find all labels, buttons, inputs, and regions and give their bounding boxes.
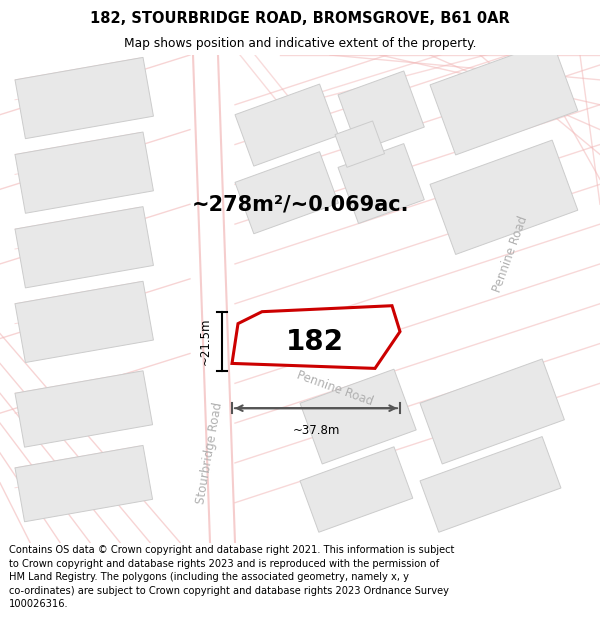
Polygon shape <box>232 306 400 368</box>
Polygon shape <box>15 132 154 213</box>
Text: Stourbridge Road: Stourbridge Road <box>194 401 226 505</box>
Text: ~278m²/~0.069ac.: ~278m²/~0.069ac. <box>191 194 409 214</box>
Polygon shape <box>235 84 338 166</box>
Polygon shape <box>338 144 424 224</box>
Polygon shape <box>335 121 385 168</box>
Polygon shape <box>300 369 416 464</box>
Text: ~21.5m: ~21.5m <box>199 318 212 365</box>
Polygon shape <box>235 152 338 234</box>
Text: Contains OS data © Crown copyright and database right 2021. This information is : Contains OS data © Crown copyright and d… <box>9 545 454 609</box>
Text: ~37.8m: ~37.8m <box>292 424 340 437</box>
Polygon shape <box>300 447 413 532</box>
Text: 182, STOURBRIDGE ROAD, BROMSGROVE, B61 0AR: 182, STOURBRIDGE ROAD, BROMSGROVE, B61 0… <box>90 11 510 26</box>
Text: Map shows position and indicative extent of the property.: Map shows position and indicative extent… <box>124 38 476 51</box>
Text: 182: 182 <box>286 328 344 356</box>
Text: Pennine Road: Pennine Road <box>295 369 375 408</box>
Polygon shape <box>15 371 152 447</box>
Polygon shape <box>15 58 154 139</box>
Polygon shape <box>15 281 154 362</box>
Polygon shape <box>430 41 578 155</box>
Text: Pennine Road: Pennine Road <box>490 214 530 294</box>
Polygon shape <box>15 446 152 522</box>
Polygon shape <box>15 207 154 288</box>
Polygon shape <box>420 359 565 464</box>
Polygon shape <box>430 140 578 254</box>
Polygon shape <box>420 437 561 532</box>
Polygon shape <box>338 71 424 151</box>
